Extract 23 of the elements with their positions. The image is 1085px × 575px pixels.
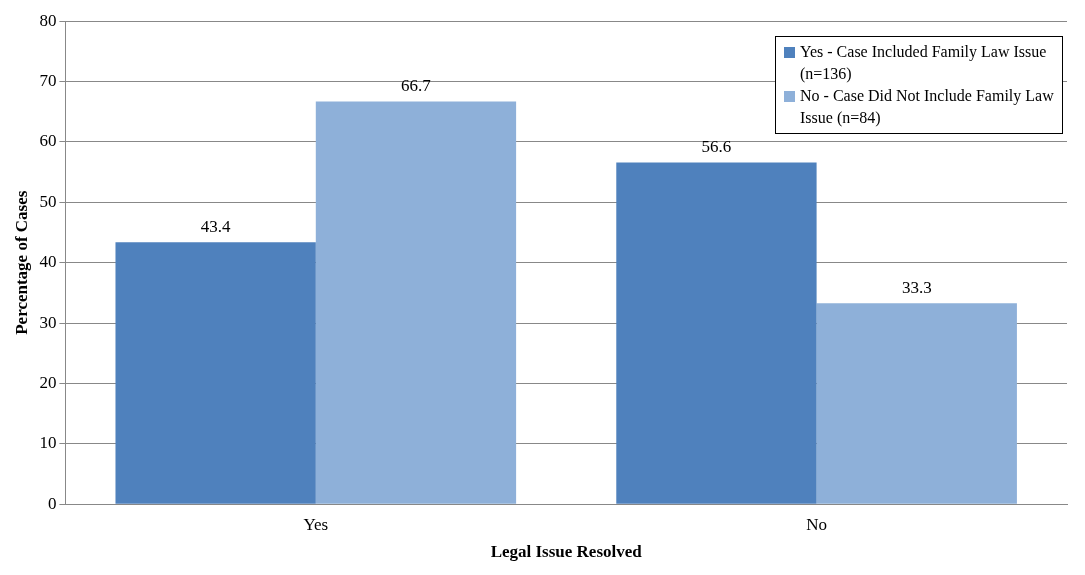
y-axis-title: Percentage of Cases — [11, 190, 31, 335]
data-label: 43.4 — [200, 217, 232, 237]
y-tick-label: 40 — [39, 252, 57, 272]
y-tick-label: 10 — [39, 433, 57, 453]
data-label: 33.3 — [901, 278, 932, 298]
y-tick-label: 80 — [39, 10, 57, 30]
y-tick-label: 30 — [39, 312, 57, 332]
legend-label: No - Case Did Not Include Family Law Issue (n=84) — [800, 86, 1054, 129]
bar — [115, 242, 316, 504]
bar — [616, 162, 817, 504]
bar — [315, 101, 517, 504]
y-tick-label: 20 — [39, 372, 57, 392]
y-tick-label: 60 — [39, 131, 57, 151]
x-tick-label: No — [806, 514, 827, 534]
y-tick-label: 50 — [39, 191, 57, 211]
y-tick-label: 0 — [47, 493, 57, 513]
data-label: 56.6 — [701, 137, 732, 157]
bar — [816, 303, 1017, 504]
x-axis-title: Legal Issue Resolved — [490, 542, 643, 562]
data-label: 66.7 — [401, 76, 432, 96]
x-tick-label: Yes — [303, 514, 329, 534]
legend-label: Yes - Case Included Family Law Issue (n=136) — [800, 42, 1048, 85]
y-tick-label: 70 — [39, 71, 57, 91]
